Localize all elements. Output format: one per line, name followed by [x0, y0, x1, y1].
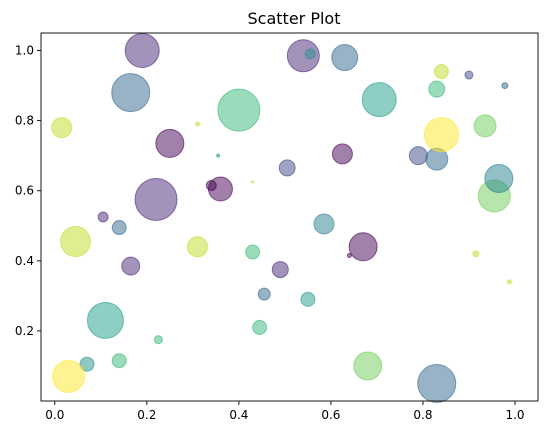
scatter-point	[331, 143, 353, 165]
scatter-point	[353, 351, 383, 381]
scatter-point	[251, 180, 255, 184]
scatter-point	[97, 211, 109, 223]
x-tick-label: 1.0	[505, 408, 524, 422]
scatter-point	[60, 226, 92, 258]
scatter-point	[313, 213, 335, 235]
scatter-point	[111, 353, 127, 369]
scatter-point	[433, 64, 449, 80]
scatter-point	[134, 177, 178, 221]
scatter-point	[348, 232, 378, 262]
y-tick-label: 0.2	[15, 324, 34, 338]
scatter-point	[278, 159, 296, 177]
scatter-point	[417, 363, 457, 403]
scatter-point	[111, 73, 151, 113]
y-tick-label: 0.6	[15, 184, 34, 198]
scatter-point	[217, 88, 261, 132]
scatter-point	[155, 128, 185, 158]
scatter-point	[331, 44, 359, 72]
scatter-point	[484, 163, 514, 193]
x-tick-label: 0.8	[413, 408, 432, 422]
x-tick-label: 0.2	[137, 408, 156, 422]
scatter-point	[408, 146, 428, 166]
scatter-point	[304, 48, 316, 60]
x-tick-label: 0.0	[45, 408, 64, 422]
scatter-point	[205, 179, 217, 191]
y-tick-label: 0.4	[15, 254, 34, 268]
chart-title: Scatter Plot	[248, 9, 341, 28]
scatter-point	[216, 153, 221, 158]
x-tick-label: 0.6	[321, 408, 340, 422]
scatter-point	[124, 33, 160, 69]
scatter-point	[300, 291, 316, 307]
scatter-point	[257, 287, 271, 301]
scatter-point	[286, 39, 320, 73]
x-axis: 0.0 0.2 0.4 0.6 0.8 1.0	[45, 401, 525, 422]
scatter-point	[472, 250, 480, 258]
y-tick-label: 0.8	[15, 114, 34, 128]
scatter-point	[121, 256, 141, 276]
scatter-point	[506, 279, 512, 285]
scatter-point	[346, 253, 352, 259]
scatter-point	[186, 236, 208, 258]
scatter-point	[361, 82, 397, 118]
scatter-point	[428, 80, 446, 98]
scatter-point	[153, 335, 163, 345]
scatter-point	[111, 220, 127, 236]
y-tick-label: 1.0	[15, 44, 34, 58]
scatter-point	[464, 70, 474, 80]
x-tick-label: 0.4	[229, 408, 248, 422]
y-axis: 0.2 0.4 0.6 0.8 1.0	[15, 44, 41, 338]
plot-area-frame	[40, 32, 539, 402]
scatter-point	[473, 114, 497, 138]
scatter-point	[86, 301, 124, 339]
scatter-point	[51, 117, 73, 139]
scatter-point	[245, 244, 261, 260]
scatter-point	[271, 261, 289, 279]
points-layer	[51, 33, 514, 403]
scatter-point	[52, 359, 86, 393]
scatter-point	[79, 356, 95, 372]
scatter-point	[423, 117, 459, 153]
scatter-point	[501, 82, 509, 90]
scatter-point	[252, 319, 268, 335]
scatter-point	[194, 121, 200, 127]
